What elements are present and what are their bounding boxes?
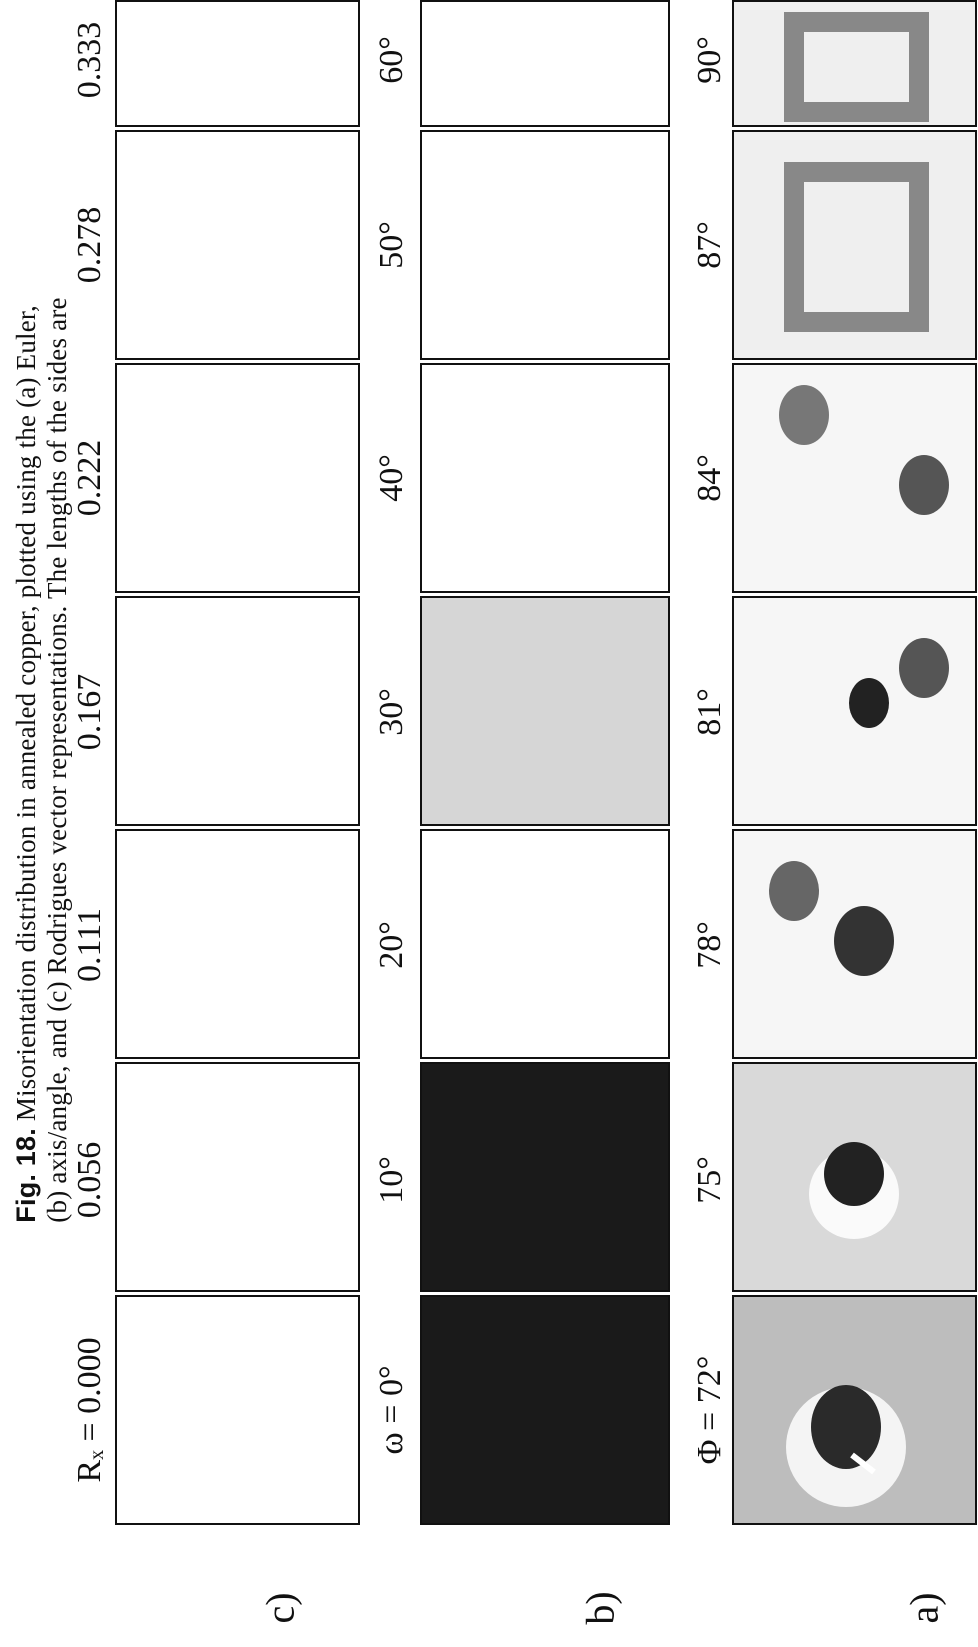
row-label-a: a) <box>901 1592 948 1623</box>
rodrigues-label-0167: 0.167 <box>71 674 109 751</box>
euler-label-78: 78° <box>691 921 729 969</box>
rodrigues-label-0000: Rₓ = 0.000 <box>71 1337 109 1482</box>
euler-panel-75 <box>732 1062 977 1292</box>
axisangle-label-10: 10° <box>373 1156 411 1204</box>
axisangle-panel-30 <box>420 596 670 826</box>
axisangle-label-20: 20° <box>373 921 411 969</box>
euler-panel-78 <box>732 829 977 1059</box>
figure-caption: Fig. 18. Misorientation distribution in … <box>11 297 73 1222</box>
axisangle-panel-40 <box>420 363 670 593</box>
axisangle-label-60: 60° <box>373 36 411 84</box>
axisangle-label-30: 30° <box>373 688 411 736</box>
euler-label-84: 84° <box>691 454 729 502</box>
axisangle-label-40: 40° <box>373 454 411 502</box>
euler-label-75: 75° <box>691 1156 729 1204</box>
caption-line-1: Misorientation distribution in annealed … <box>11 305 41 1121</box>
axisangle-panel-0 <box>420 1295 670 1525</box>
axisangle-label-50: 50° <box>373 221 411 269</box>
euler-panel-81 <box>732 596 977 826</box>
rodrigues-panel-0333 <box>115 0 360 127</box>
figure-number: Fig. 18. <box>11 1128 41 1223</box>
euler-panel-84 <box>732 363 977 593</box>
rodrigues-panel-0056 <box>115 1062 360 1292</box>
caption-line-2: (b) axis/angle, and (c) Rodrigues vector… <box>42 297 73 1222</box>
rodrigues-panel-0222 <box>115 363 360 593</box>
rodrigues-label-0278: 0.278 <box>71 207 109 284</box>
euler-panel-87 <box>732 130 977 360</box>
rodrigues-panel-0278 <box>115 130 360 360</box>
row-label-b: b) <box>577 1591 624 1624</box>
axisangle-panel-50 <box>420 130 670 360</box>
axisangle-panel-60 <box>420 0 670 127</box>
rodrigues-panel-0167 <box>115 596 360 826</box>
axisangle-panel-20 <box>420 829 670 1059</box>
rodrigues-label-0056: 0.056 <box>71 1142 109 1219</box>
axisangle-label-0: ω = 0° <box>373 1365 411 1454</box>
euler-panel-72 <box>732 1295 977 1525</box>
axisangle-panel-10 <box>420 1062 670 1292</box>
euler-label-90: 90° <box>691 36 729 84</box>
rodrigues-panel-0111 <box>115 829 360 1059</box>
rodrigues-panel-0000 <box>115 1295 360 1525</box>
rodrigues-label-0222: 0.222 <box>71 440 109 517</box>
euler-label-72: Φ = 72° <box>691 1356 729 1465</box>
euler-panel-90 <box>732 0 977 127</box>
euler-label-87: 87° <box>691 221 729 269</box>
rodrigues-label-0333: 0.333 <box>71 22 109 99</box>
euler-label-81: 81° <box>691 688 729 736</box>
row-label-c: c) <box>257 1592 304 1623</box>
rodrigues-label-0111: 0.111 <box>71 908 109 982</box>
